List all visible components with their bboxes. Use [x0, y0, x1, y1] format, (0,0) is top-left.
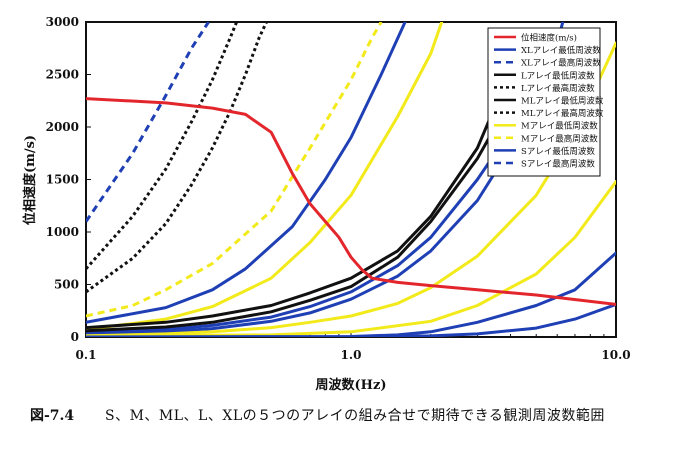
series-line-8 [86, 22, 383, 318]
legend-label: Lアレイ最高周波数 [521, 83, 595, 94]
legend-label: Mアレイ最低周波数 [521, 121, 598, 132]
series-line-2 [86, 22, 210, 223]
y-tick-label: 3000 [46, 15, 79, 29]
legend-label: Lアレイ最低周波数 [521, 70, 595, 81]
y-ticks: 0 500 1000 1500 2000 2500 3000 [46, 15, 91, 344]
x-tick-label: 1.0 [341, 348, 362, 362]
figure-number: 図-7.4 [30, 408, 75, 424]
figure-caption: S、M、ML、L、XLの５つのアレイの組み合せで期待できる観測周波数範囲 [105, 408, 605, 424]
legend-label: Mアレイ最高周波数 [521, 133, 598, 144]
legend-label: Sアレイ最低周波数 [521, 146, 595, 157]
legend-label: MLアレイ最低周波数 [521, 96, 604, 107]
x-tick-label: 10.0 [601, 348, 630, 362]
legend-label: XLアレイ最高周波数 [521, 58, 601, 69]
y-tick-label: 2000 [46, 120, 79, 134]
y-tick-label: 0 [71, 330, 79, 344]
legend-label: 位相速度(m/s) [521, 33, 577, 44]
y-axis-label: 位相速度(m/s) [22, 135, 38, 225]
series-line-6 [86, 22, 238, 270]
series-line-7 [86, 180, 616, 337]
array-curve [86, 41, 616, 337]
series-line-9 [86, 251, 616, 337]
y-tick-label: 1000 [46, 225, 79, 239]
legend-label: Sアレイ最高周波数 [521, 159, 595, 170]
series-line-4 [86, 22, 268, 294]
series-layer [86, 22, 616, 337]
x-tick-label: 0.1 [76, 348, 97, 362]
array-curve [86, 22, 444, 332]
y-tick-label: 2500 [46, 68, 79, 82]
y-tick-label: 1500 [46, 173, 79, 187]
x-axis-label: 周波数(Hz) [316, 377, 387, 393]
array-curve [86, 120, 512, 335]
array-curve [86, 22, 407, 324]
legend-label: MLアレイ最高周波数 [521, 108, 604, 119]
chart: 0 500 1000 1500 2000 2500 3000 0.1 1.0 10.0 位相速度… [22, 15, 631, 393]
series-line-3 [86, 104, 497, 330]
y-tick-label: 500 [54, 278, 79, 292]
series-line-5 [86, 125, 497, 333]
phase-velocity-line [86, 97, 616, 306]
series-line-1 [86, 302, 616, 337]
legend-label: XLアレイ最低周波数 [521, 45, 601, 56]
